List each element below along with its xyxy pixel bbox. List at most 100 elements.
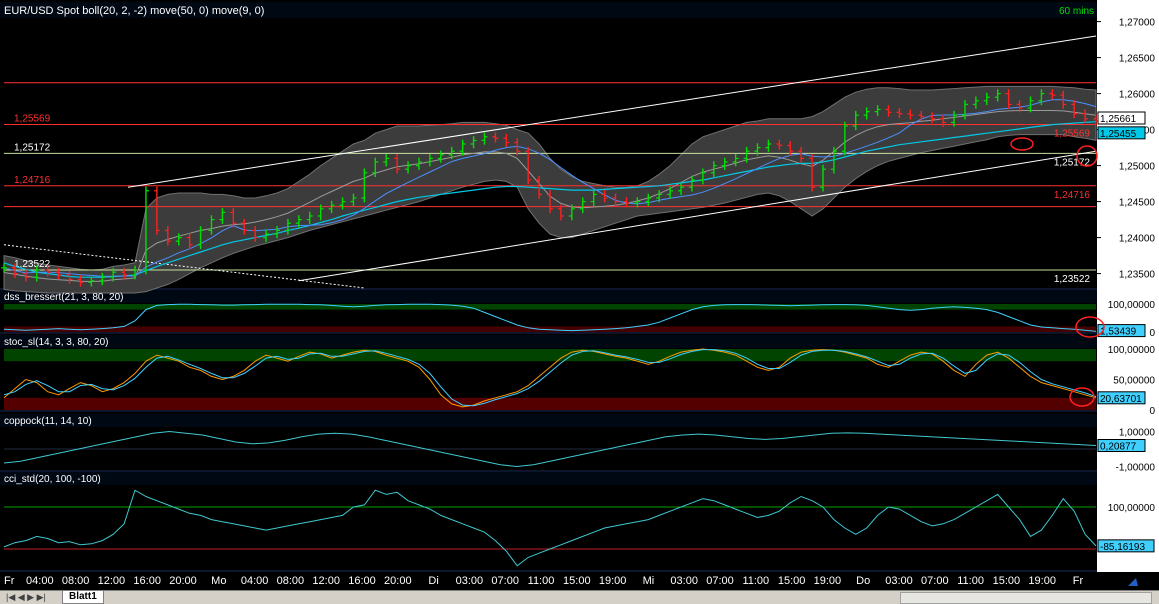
x-tick-label: 12:00: [98, 575, 126, 587]
y-tick-label: 0: [1149, 328, 1155, 339]
bollinger-band: [3, 85, 1097, 294]
coppock-line: [3, 430, 1097, 468]
panel-header-bar: [0, 414, 1097, 427]
x-tick-label: 07:00: [706, 575, 734, 587]
x-tick-label: Mi: [643, 575, 655, 587]
y-tick-label: 1,25000: [1119, 162, 1156, 173]
scroll-corner-icon: [1128, 578, 1138, 586]
x-tick-label: Di: [428, 575, 438, 587]
annotation-circle: [1069, 387, 1095, 407]
last-price-box: [1097, 111, 1146, 125]
level-label-right: 1,25569: [1054, 129, 1091, 140]
indicator-last-value: 20,63701: [1100, 394, 1142, 405]
ma-price-value: 1,25455: [1100, 129, 1137, 140]
stoch-d-line: [3, 349, 1097, 407]
y-tick-label: 1,26000: [1119, 90, 1156, 101]
main-chart-title: EUR/USD Spot boll(20, 2, -2) move(50, 0)…: [4, 5, 264, 17]
indicator-title: dss_bressert(21, 3, 80, 20): [4, 292, 124, 303]
x-axis-area: [0, 572, 1159, 590]
indicator-last-value: 1,53439: [1100, 327, 1137, 338]
level-label-left: 1,23522: [14, 259, 51, 270]
annotation-circle: [1075, 316, 1105, 338]
y-tick-label: 100,00000: [1108, 300, 1156, 311]
indicator-last-value: -85,16193: [1100, 542, 1145, 553]
indicator-title: cci_std(20, 100, -100): [4, 474, 101, 485]
panel-header-bar: [0, 290, 1097, 303]
indicator-value-box: [1097, 539, 1155, 553]
y-tick-label: 1,00000: [1119, 428, 1156, 439]
y-tick-label: 1,27000: [1119, 18, 1156, 29]
x-tick-label: 03:00: [670, 575, 698, 587]
panel-header-bar: [0, 335, 1097, 348]
indicator-title: stoc_sl(14, 3, 3, 80, 20): [4, 337, 109, 348]
horizontal-scrollbar[interactable]: [900, 592, 1152, 604]
sheet-tab-bar: |◀ ◀ ▶ ▶| Blatt1: [0, 590, 1159, 604]
panel-header-bar: [0, 472, 1097, 485]
x-tick-label: 19:00: [599, 575, 627, 587]
level-label-left: 1,25172: [14, 142, 51, 153]
level-label-left: 1,24716: [14, 175, 51, 186]
x-tick-label: 19:00: [814, 575, 842, 587]
y-tick-label: 1,24000: [1119, 234, 1156, 245]
y-tick-label: 1,24500: [1119, 198, 1156, 209]
x-tick-label: 08:00: [62, 575, 90, 587]
oversold-zone: [4, 326, 1096, 332]
ma-price-box: [1097, 126, 1146, 140]
x-tick-label: 03:00: [456, 575, 484, 587]
timeframe-label: 60 mins: [1059, 6, 1094, 17]
x-tick-label: 07:00: [491, 575, 519, 587]
chart-canvas[interactable]: 1,25569 1,25569 1,25172 1,25172 1,24716 1,247…: [0, 0, 1159, 590]
y-tick-label: 100,00000: [1108, 345, 1156, 356]
x-tick-label: 07:00: [921, 575, 949, 587]
overbought-zone: [4, 349, 1096, 362]
cci-line: [3, 489, 1097, 567]
x-tick-label: 19:00: [1028, 575, 1056, 587]
x-tick-label: 15:00: [993, 575, 1021, 587]
lower-trendline: [298, 150, 1097, 282]
oversold-zone: [4, 397, 1096, 410]
y-tick-label: 50,00000: [1113, 376, 1155, 387]
x-tick-label: 11:00: [528, 575, 555, 587]
x-tick-label: 15:00: [778, 575, 806, 587]
indicator-value-box: [1097, 439, 1146, 452]
level-label-right: 1,25172: [1054, 157, 1091, 168]
indicator-value-box: [1097, 391, 1146, 405]
x-tick-label: 16:00: [348, 575, 376, 587]
x-tick-label: 11:00: [957, 575, 984, 587]
indicator-last-value: 0,20877: [1100, 442, 1137, 453]
x-tick-label: 12:00: [312, 575, 340, 587]
y-tick-label: 100,00000: [1108, 503, 1156, 514]
x-tick-label: 20:00: [169, 575, 197, 587]
level-label-right: 1,24716: [1054, 190, 1091, 201]
y-tick-label: 0: [1149, 406, 1155, 417]
x-tick-label: Do: [856, 575, 870, 587]
price-axis-area: [1097, 0, 1159, 590]
sheet-tab-blatt1[interactable]: Blatt1: [62, 591, 104, 604]
x-tick-label: Fr: [1073, 575, 1084, 587]
level-label-left: 1,25569: [14, 114, 51, 125]
y-tick-label: -1,00000: [1116, 463, 1156, 474]
upper-trendline: [127, 35, 1097, 188]
stoch-k-line: [3, 348, 1097, 408]
y-tick-label: 1,26500: [1119, 54, 1156, 65]
indicator-title: coppock(11, 14, 10): [4, 416, 92, 427]
x-tick-label: 11:00: [742, 575, 769, 587]
indicator-line: [3, 303, 1097, 332]
overbought-zone: [4, 304, 1096, 310]
y-tick-label: 1,23500: [1119, 270, 1156, 281]
x-tick-label: Fr: [4, 575, 15, 587]
x-tick-label: Mo: [211, 575, 226, 587]
ma9-line: [3, 99, 1097, 277]
x-tick-label: 04:00: [241, 575, 269, 587]
sheet-nav-buttons[interactable]: |◀ ◀ ▶ ▶|: [6, 592, 46, 602]
indicator-value-box: [1097, 324, 1146, 338]
x-tick-label: 15:00: [563, 575, 591, 587]
last-price-value: 1,25661: [1100, 114, 1137, 125]
level-label-right: 1,23522: [1054, 274, 1091, 285]
x-tick-label: 03:00: [885, 575, 913, 587]
annotation-circle: [1076, 145, 1098, 167]
sheet-tab-label: Blatt1: [69, 591, 97, 602]
x-tick-label: 08:00: [277, 575, 305, 587]
x-tick-label: 04:00: [26, 575, 54, 587]
dotted-trendline: [3, 244, 365, 289]
